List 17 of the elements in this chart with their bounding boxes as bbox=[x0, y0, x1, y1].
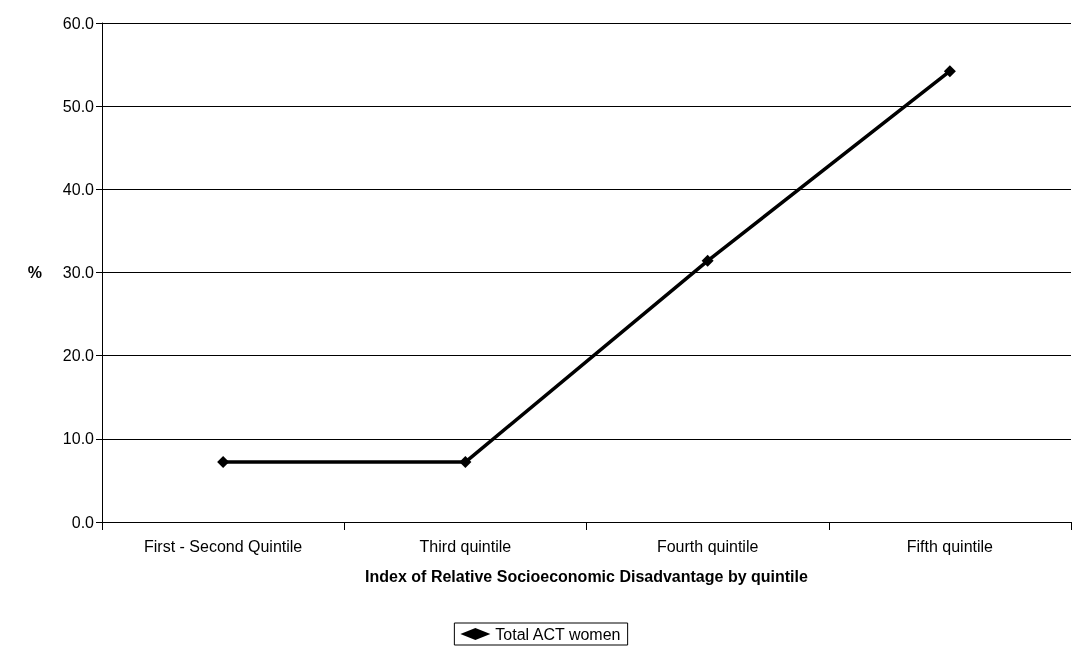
x-tick-label: Third quintile bbox=[419, 537, 512, 555]
x-tick-label: Fourth quintile bbox=[656, 537, 759, 555]
point bbox=[701, 254, 714, 267]
x-tick-label: Fifth quintile bbox=[906, 537, 994, 555]
point bbox=[459, 456, 472, 469]
legend-label: Total ACT women bbox=[495, 625, 621, 643]
x-tick-label: First - Second Quintile bbox=[143, 537, 303, 555]
x-axis-title: Index of Relative Socioeconomic Disadvantage by quintile bbox=[365, 567, 808, 585]
y-tick-label: 60.0 bbox=[62, 14, 95, 32]
y-tick-label: 10.0 bbox=[62, 430, 95, 448]
y-tick-label: 0.0 bbox=[71, 513, 95, 531]
y-axis-title: % bbox=[27, 264, 42, 281]
y-tick-label: 30.0 bbox=[62, 264, 95, 281]
y-tick-label: 40.0 bbox=[62, 180, 95, 198]
point bbox=[943, 65, 956, 78]
y-tick-label: 20.0 bbox=[62, 347, 95, 365]
y-tick-label: 50.0 bbox=[62, 97, 95, 115]
